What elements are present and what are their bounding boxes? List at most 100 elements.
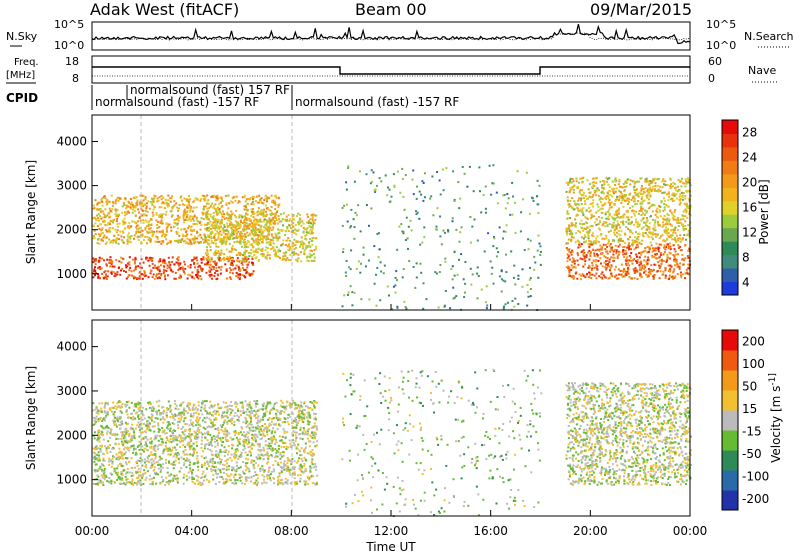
range-gate-cell	[176, 258, 179, 260]
range-gate-cell	[178, 412, 181, 415]
range-gate-cell	[100, 223, 102, 226]
range-gate-cell	[613, 256, 616, 259]
range-gate-cell	[185, 215, 188, 218]
range-gate-cell	[94, 263, 97, 266]
range-gate-cell	[388, 294, 390, 297]
range-gate-cell	[209, 227, 212, 230]
range-gate-cell	[165, 201, 168, 204]
range-gate-cell	[266, 247, 269, 250]
range-gate-cell	[104, 402, 107, 405]
range-gate-cell	[261, 234, 264, 237]
range-gate-cell	[244, 204, 247, 207]
range-gate-cell	[112, 271, 115, 273]
range-gate-cell	[191, 476, 194, 479]
range-gate-cell	[567, 183, 570, 186]
range-gate-cell	[655, 242, 658, 245]
range-gate-cell	[189, 208, 192, 211]
range-gate-cell	[642, 226, 645, 229]
range-gate-cell	[567, 181, 570, 184]
range-gate-cell	[108, 427, 111, 430]
range-gate-cell	[293, 238, 296, 241]
range-gate-cell	[631, 262, 634, 265]
range-gate-cell	[100, 198, 103, 201]
range-gate-cell	[687, 263, 690, 266]
range-gate-cell	[185, 466, 188, 469]
range-gate-cell	[188, 216, 191, 219]
range-gate-cell	[129, 205, 132, 208]
range-gate-cell	[594, 249, 597, 252]
range-gate-cell	[568, 227, 570, 230]
range-gate-cell	[274, 251, 277, 254]
range-gate-cell	[500, 270, 503, 273]
range-gate-cell	[666, 193, 668, 196]
range-gate-cell	[571, 178, 574, 181]
range-gate-cell	[265, 228, 268, 231]
range-gate-cell	[603, 255, 606, 258]
range-gate-cell	[650, 204, 653, 207]
range-gate-cell	[610, 256, 613, 259]
range-gate-cell	[682, 214, 685, 217]
range-gate-cell	[144, 209, 147, 212]
range-tick-label: 2000	[56, 223, 87, 237]
range-gate-cell	[287, 259, 290, 261]
range-gate-cell	[247, 241, 250, 243]
range-gate-cell	[236, 202, 239, 205]
range-gate-cell	[602, 180, 605, 183]
range-gate-cell	[287, 214, 290, 216]
range-gate-cell	[580, 274, 583, 277]
range-gate-cell	[579, 189, 582, 192]
range-gate-cell	[185, 229, 188, 232]
range-gate-cell	[182, 408, 185, 411]
range-gate-cell	[245, 250, 248, 253]
range-gate-cell	[200, 439, 203, 442]
range-gate-cell	[146, 225, 148, 228]
range-gate-cell	[254, 241, 257, 243]
range-gate-cell	[175, 454, 178, 457]
range-gate-cell	[99, 268, 102, 271]
range-gate-cell	[225, 217, 228, 219]
range-gate-cell	[204, 196, 207, 199]
range-gate-cell	[349, 268, 352, 271]
range-gate-cell	[98, 256, 101, 259]
range-gate-cell	[245, 198, 248, 201]
range-gate-cell	[378, 177, 381, 180]
range-gate-cell	[636, 180, 639, 183]
range-gate-cell	[271, 199, 274, 202]
range-gate-cell	[591, 225, 594, 228]
range-gate-cell	[628, 221, 631, 224]
range-gate-cell	[217, 429, 220, 432]
range-gate-cell	[648, 192, 651, 194]
range-gate-cell	[137, 239, 140, 241]
range-gate-cell	[598, 275, 601, 278]
range-gate-cell	[206, 246, 208, 249]
range-gate-cell	[596, 248, 599, 251]
range-gate-cell	[265, 215, 268, 218]
range-gate-cell	[213, 194, 216, 197]
range-gate-cell	[138, 211, 140, 214]
range-gate-cell	[250, 459, 253, 462]
range-gate-cell	[135, 222, 138, 224]
range-gate-cell	[414, 286, 417, 289]
range-gate-cell	[216, 252, 219, 255]
range-gate-cell	[151, 203, 154, 206]
range-gate-cell	[679, 249, 682, 252]
range-gate-cell	[577, 246, 580, 249]
range-gate-cell	[574, 218, 577, 221]
range-gate-cell	[440, 243, 443, 246]
range-gate-cell	[122, 202, 125, 205]
range-gate-cell	[272, 226, 275, 229]
range-gate-cell	[376, 233, 379, 235]
range-gate-cell	[243, 208, 246, 211]
range-gate-cell	[268, 454, 271, 457]
range-gate-cell	[219, 424, 222, 427]
range-gate-cell	[141, 209, 144, 212]
range-gate-cell	[160, 230, 163, 233]
range-gate-cell	[681, 238, 684, 241]
range-gate-cell	[207, 425, 210, 428]
range-tick-label: 4000	[56, 134, 87, 148]
range-gate-cell	[228, 478, 231, 481]
range-gate-cell	[103, 259, 105, 262]
range-gate-cell	[119, 230, 122, 233]
range-gate-cell	[194, 266, 196, 269]
range-gate-cell	[615, 249, 618, 251]
